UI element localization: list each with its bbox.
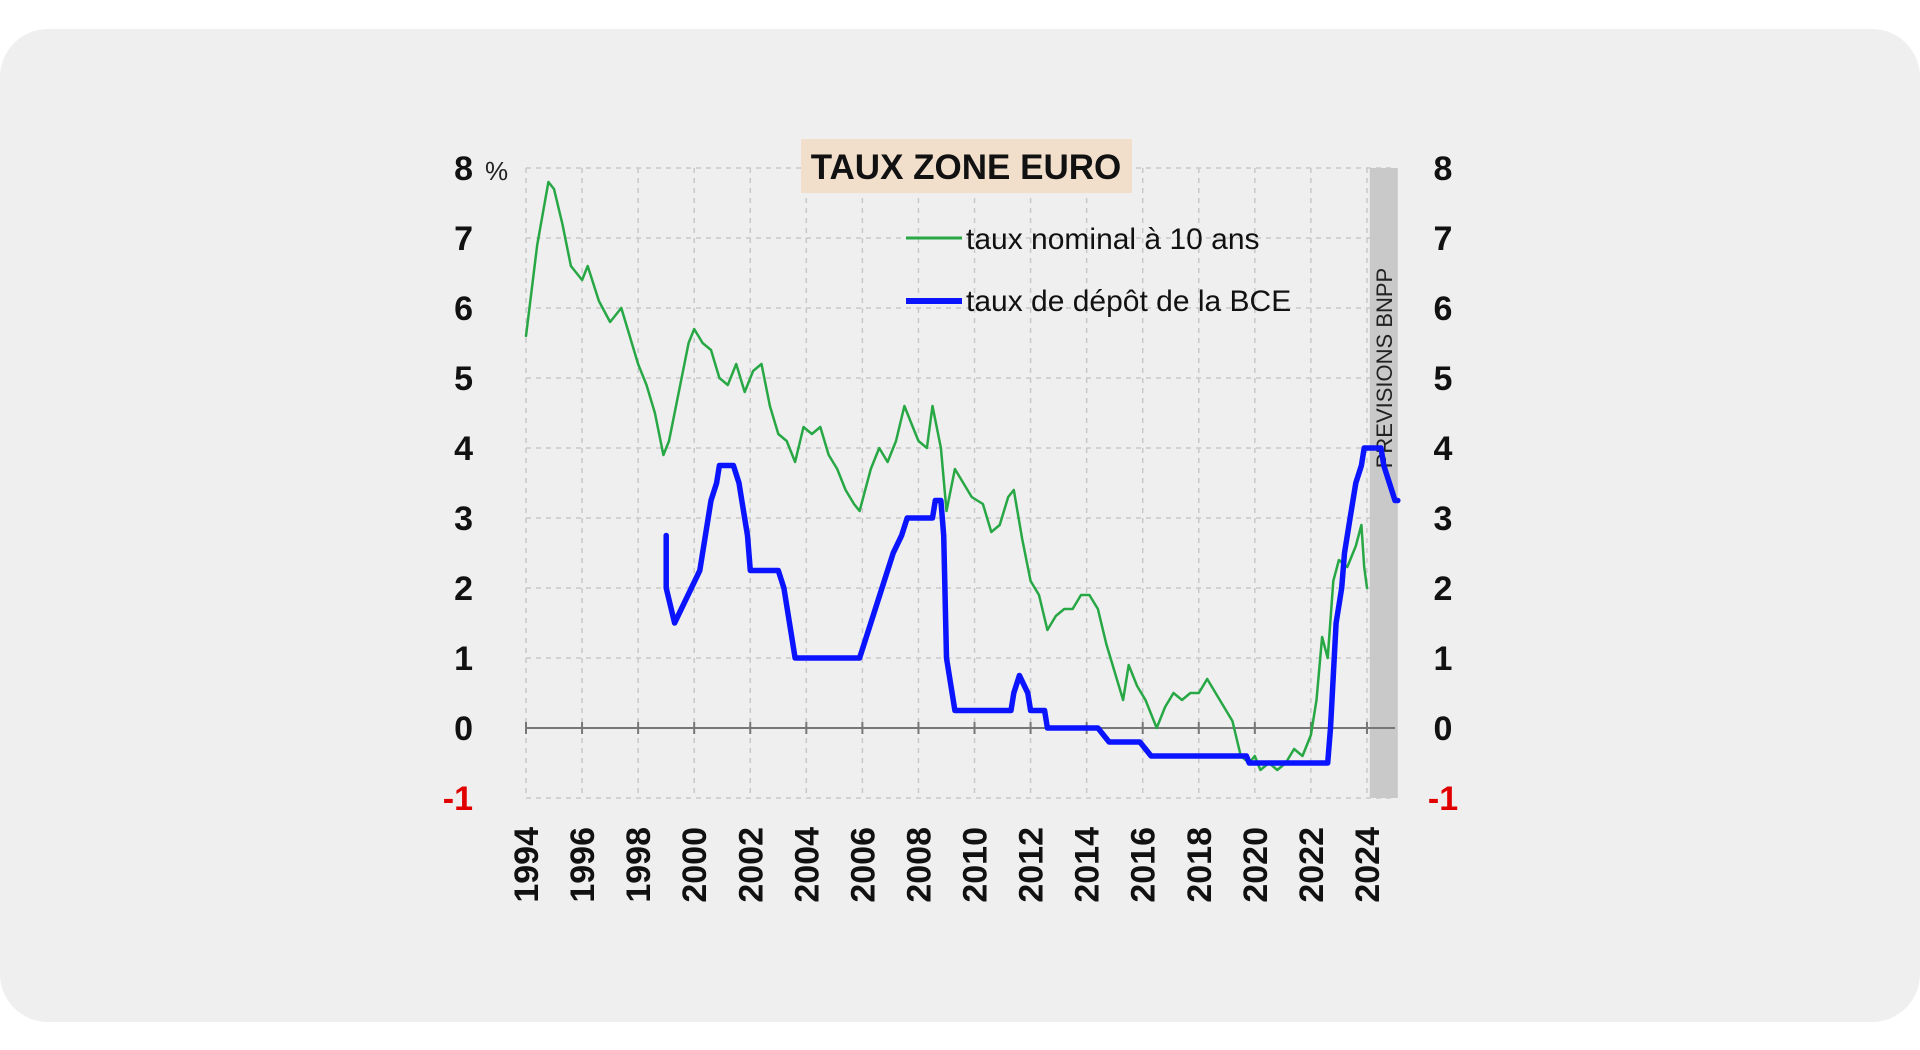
y-tick-label-left: -1 [443, 780, 473, 818]
grid [525, 167, 1395, 799]
y-tick-label-left: 6 [454, 290, 473, 328]
y-tick-label-right: 2 [1434, 570, 1453, 608]
y-tick-label-left: 0 [454, 710, 473, 748]
y-axis-right-ticks: 8 7 6 5 4 3 2 1 0 -1 [1428, 150, 1458, 818]
y-tick-label-left: 8 [454, 150, 473, 188]
x-axis-tick-labels: 1994 1996 1998 2000 2002 2004 2006 2008 2010 2012… [508, 827, 1387, 903]
legend: taux nominal à 10 ans taux de dépôt de l… [906, 223, 1291, 318]
chart-card [0, 29, 1920, 1022]
series-layer [524, 180, 1401, 772]
y-tick-label-right: 8 [1434, 150, 1453, 188]
y-tick-label-left: 2 [454, 570, 473, 608]
legend-label-nominal: taux nominal à 10 ans [966, 223, 1260, 256]
x-tick-label: 2010 [957, 827, 995, 903]
y-tick-label-right: 3 [1434, 500, 1453, 538]
x-tick-label: 2016 [1125, 827, 1163, 903]
x-tick-label: 1998 [620, 827, 658, 903]
y-tick-label-left: 4 [454, 430, 473, 468]
series-line-nominal [524, 180, 1369, 772]
y-axis-left-ticks: 8 7 6 5 4 3 2 1 0 -1 [443, 150, 473, 818]
x-tick-label: 2022 [1293, 827, 1331, 903]
x-tick-label: 2008 [900, 827, 938, 903]
y-tick-label-right: 6 [1434, 290, 1453, 328]
y-tick-label-right: 7 [1434, 220, 1453, 258]
x-tick-label: 2002 [732, 827, 770, 903]
y-tick-label-right: 5 [1434, 360, 1453, 398]
y-tick-label-left: 1 [454, 640, 473, 678]
y-tick-label-right: 0 [1434, 710, 1453, 748]
series-line-deposit [663, 445, 1401, 766]
legend-label-deposit: taux de dépôt de la BCE [966, 285, 1291, 318]
x-tick-label: 1994 [508, 827, 546, 903]
y-tick-label-right: -1 [1428, 780, 1458, 818]
y-tick-label-left: 5 [454, 360, 473, 398]
y-tick-label-right: 1 [1434, 640, 1453, 678]
forecast-band-label: PREVISIONS BNPP [1372, 268, 1397, 469]
x-tick-label: 2014 [1069, 827, 1107, 903]
x-tick-label: 2020 [1237, 827, 1275, 903]
forecast-band [1369, 168, 1398, 798]
x-tick-label: 2006 [844, 827, 882, 903]
x-tick-label: 2012 [1013, 827, 1051, 903]
y-tick-label-left: 7 [454, 220, 473, 258]
x-tick-label: 1996 [564, 827, 602, 903]
title-background [801, 139, 1132, 193]
x-tick-label: 2004 [788, 827, 826, 903]
y-tick-label-left: 3 [454, 500, 473, 538]
y-tick-label-right: 4 [1434, 430, 1453, 468]
x-tick-label: 2000 [676, 827, 714, 903]
chart-title: TAUX ZONE EURO [811, 148, 1121, 187]
y-axis-unit: % [485, 156, 508, 186]
x-tick-label: 2018 [1181, 827, 1219, 903]
x-tick-label: 2024 [1349, 827, 1387, 903]
